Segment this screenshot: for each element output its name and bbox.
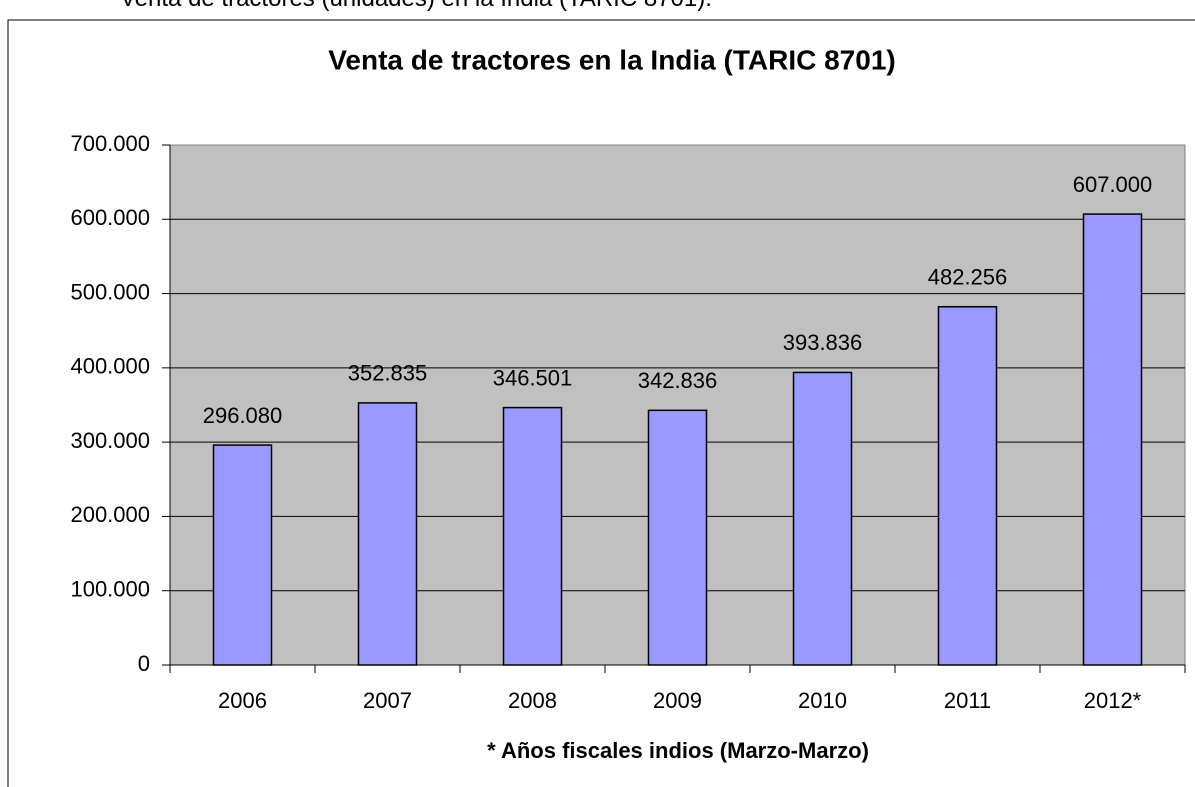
x-tick-label: 2011 (944, 688, 991, 713)
x-tick-label: 2010 (798, 688, 847, 713)
data-label: 346.501 (493, 365, 573, 390)
bar (212, 444, 273, 666)
bar (1082, 213, 1143, 666)
x-tick-label: 2007 (363, 688, 412, 713)
data-label: 482.256 (928, 265, 1008, 290)
y-tick-label: 700.000 (70, 131, 150, 156)
y-tick-label: 400.000 (70, 354, 150, 379)
chart-title: Venta de tractores en la India (TARIC 87… (328, 44, 895, 75)
y-tick-label: 300.000 (70, 428, 150, 453)
y-tick-label: 200.000 (70, 502, 150, 527)
y-tick-label: 100.000 (70, 577, 150, 602)
bar (502, 406, 563, 666)
x-tick-label: 2012* (1084, 688, 1142, 713)
data-label: 352.835 (348, 361, 428, 386)
y-tick-label: 600.000 (70, 205, 150, 230)
data-label: 607.000 (1073, 172, 1153, 197)
x-tick-label: 2006 (218, 688, 267, 713)
x-tick-label: 2008 (508, 688, 557, 713)
bar (937, 306, 998, 666)
data-label: 296.080 (203, 403, 283, 428)
y-tick-label: 0 (138, 651, 150, 676)
bar (647, 409, 708, 666)
x-tick-label: 2009 (653, 688, 702, 713)
x-axis-title: * Años fiscales indios (Marzo-Marzo) (487, 738, 869, 763)
data-label: 393.836 (783, 330, 863, 355)
bar (357, 402, 418, 666)
y-tick-label: 500.000 (70, 279, 150, 304)
bar (792, 371, 853, 666)
caption: Venta de tractores (unidades) en la Indi… (120, 0, 712, 12)
data-label: 342.836 (638, 368, 718, 393)
